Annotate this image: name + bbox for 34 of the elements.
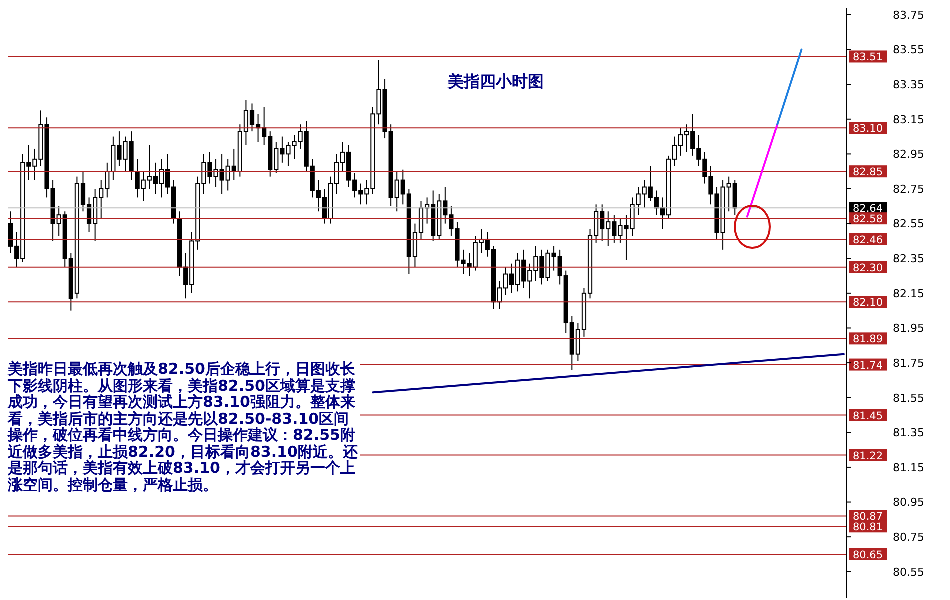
ref-line-label: 82.46 (852, 234, 884, 246)
y-tick-label: 82.15 (893, 287, 924, 300)
y-tick-label: 83.35 (893, 78, 924, 92)
ref-line-label: 83.51 (852, 52, 884, 64)
ref-line-label: 80.87 (852, 511, 884, 524)
ref-line-label: 80.81 (852, 522, 884, 534)
y-tick-label: 82.75 (893, 182, 924, 196)
text: 美指四小时图 (448, 72, 544, 93)
y-tick-label: 82.35 (893, 252, 924, 266)
ref-line-label: 82.10 (852, 297, 884, 310)
ref-line-label: 81.89 (852, 334, 884, 346)
ref-line-label: 81.22 (852, 450, 884, 462)
y-tick-label: 82.55 (893, 218, 924, 231)
y-tick-label: 83.75 (893, 8, 924, 22)
y-tick-label: 80.75 (893, 530, 924, 544)
ref-line-label: 82.64 (852, 203, 884, 216)
annotation: 美指昨日最低再次触及82.50后企稳上行，日图收长下影线阴柱。从图形来看，美指82.50区域算是支撑成功，今日有望再次测试上方83.10强阻力。整体来看，美指后市的主方向还是先以82.50-83.10区间操作，破位再看中线方向。今日操作建议：82.55附近做多美指，止损82.20，目标看向83.10附近。还是那句话，美指有效上破83.10，才会打开另一个上涨空间。控制仓量，严格止损。 (8, 360, 360, 494)
y-tick-label: 81.95 (893, 322, 924, 336)
y-tick-label: 81.35 (893, 426, 924, 440)
ref-line-label: 80.65 (852, 549, 884, 562)
ref-line-label: 81.45 (852, 410, 884, 422)
y-tick-label: 83.55 (893, 44, 924, 57)
ref-line-label: 82.30 (852, 262, 884, 274)
ref-line-label: 82.58 (852, 214, 884, 226)
ref-line-label: 81.74 (852, 360, 884, 372)
ref-line-label: 82.85 (852, 166, 884, 179)
y-tick-label: 83.15 (893, 113, 924, 126)
y-tick-label: 82.95 (893, 148, 924, 162)
y-tick-label: 80.55 (893, 566, 924, 579)
y-tick-label: 80.95 (893, 496, 924, 510)
y-tick-label: 81.55 (893, 392, 924, 405)
y-tick-label: 81.15 (893, 461, 924, 474)
y-tick-label: 81.75 (893, 356, 924, 370)
ref-line-label: 83.10 (852, 123, 884, 136)
